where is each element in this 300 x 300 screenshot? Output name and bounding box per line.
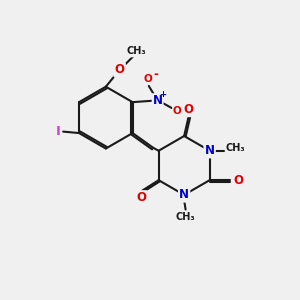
Text: O: O [233, 174, 243, 187]
Text: CH₃: CH₃ [127, 46, 147, 56]
Text: N: N [153, 94, 163, 107]
Text: O: O [184, 103, 194, 116]
Text: O: O [173, 106, 182, 116]
Text: O: O [144, 74, 153, 85]
Text: -: - [154, 68, 159, 81]
Text: I: I [56, 125, 60, 138]
Text: O: O [115, 63, 125, 76]
Text: O: O [136, 191, 147, 204]
Text: +: + [159, 90, 166, 99]
Text: CH₃: CH₃ [176, 212, 195, 222]
Text: N: N [179, 188, 189, 201]
Text: CH₃: CH₃ [226, 143, 245, 153]
Text: N: N [205, 144, 214, 157]
